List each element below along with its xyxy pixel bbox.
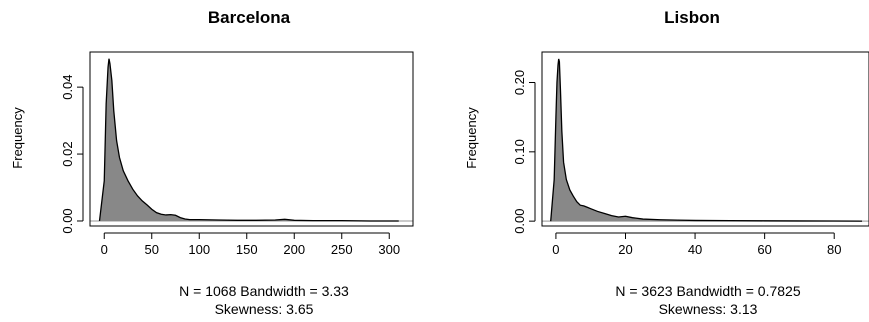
lisbon-density-fill	[550, 58, 863, 222]
lisbon-title: Lisbon	[664, 8, 720, 27]
barcelona-panel: Barcelona Frequency 0 50 100 150 200 250 300 0…	[10, 8, 414, 317]
lisbon-x-tick-label: 40	[688, 242, 702, 257]
lisbon-y-tick-label: 0.20	[512, 70, 527, 95]
barcelona-title: Barcelona	[208, 8, 291, 27]
lisbon-y-tick-label: 0.00	[512, 208, 527, 233]
barcelona-skewness: Skewness: 3.65	[215, 301, 314, 317]
barcelona-x-axis: 0 50 100 150 200 250 300	[101, 232, 400, 257]
lisbon-x-tick-label: 20	[618, 242, 632, 257]
barcelona-y-tick-label: 0.00	[60, 208, 75, 233]
barcelona-y-tick-label: 0.04	[60, 74, 75, 99]
barcelona-y-axis: 0.00 0.02 0.04	[60, 74, 84, 234]
barcelona-x-tick-label: 0	[101, 242, 108, 257]
barcelona-density-line	[98, 58, 399, 222]
lisbon-density-layer	[542, 58, 869, 222]
barcelona-x-tick-label: 50	[145, 242, 159, 257]
barcelona-stats-line: N = 1068 Bandwidth = 3.33	[179, 283, 349, 299]
lisbon-x-tick-label: 0	[552, 242, 559, 257]
barcelona-x-tick-label: 300	[378, 242, 400, 257]
barcelona-x-tick-label: 250	[331, 242, 353, 257]
lisbon-ylabel: Frequency	[464, 107, 479, 169]
lisbon-y-axis: 0.00 0.10 0.20	[512, 70, 536, 234]
barcelona-x-tick-label: 200	[283, 242, 305, 257]
barcelona-plot-frame	[89, 51, 414, 227]
lisbon-density-line	[550, 58, 863, 222]
lisbon-plot-frame	[541, 51, 869, 227]
lisbon-x-tick-label: 80	[827, 242, 841, 257]
lisbon-panel: Lisbon Frequency 0 20 40 60 80 0.000.100.20 …	[464, 8, 869, 317]
barcelona-density-layer	[90, 58, 413, 222]
barcelona-ylabel: Frequency	[10, 107, 25, 169]
lisbon-x-axis: 0 20 40 60 80	[552, 232, 841, 257]
barcelona-y-tick-label: 0.02	[60, 141, 75, 166]
lisbon-stats-line: N = 3623 Bandwidth = 0.7825	[615, 283, 800, 299]
barcelona-x-tick-label: 150	[236, 242, 258, 257]
barcelona-density-fill	[99, 58, 399, 221]
barcelona-x-tick-label: 100	[188, 242, 210, 257]
lisbon-skewness: Skewness: 3.13	[659, 301, 758, 317]
lisbon-x-tick-label: 60	[757, 242, 771, 257]
lisbon-y-tick-label: 0.10	[512, 139, 527, 164]
